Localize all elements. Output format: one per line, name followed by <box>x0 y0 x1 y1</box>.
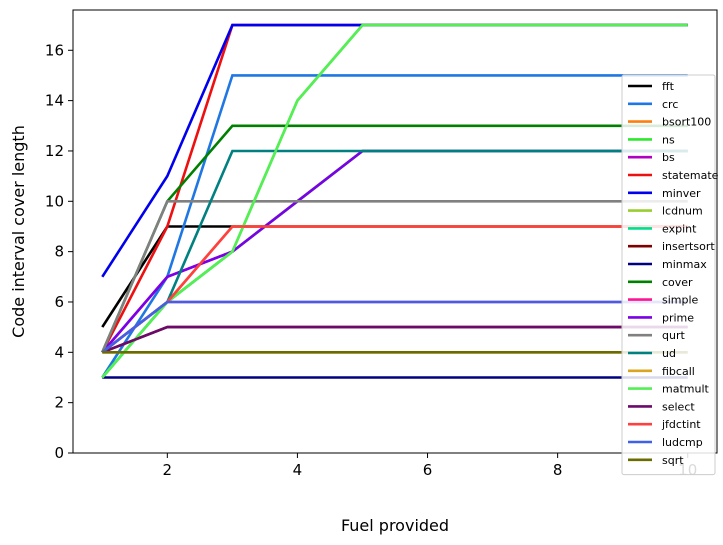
legend-label-jfdctint: jfdctint <box>661 418 701 431</box>
legend-label-bs: bs <box>662 151 675 164</box>
y-tick-label: 6 <box>54 293 64 311</box>
x-tick-label: 8 <box>553 461 563 479</box>
legend-label-fibcall: fibcall <box>662 365 695 378</box>
legend-label-select: select <box>662 400 695 413</box>
y-tick-label: 2 <box>54 394 64 412</box>
legend-label-qurt: qurt <box>662 329 685 342</box>
series-line-qurt <box>101 200 688 353</box>
series-line-crc <box>101 74 688 379</box>
legend-label-statemate: statemate <box>662 169 719 182</box>
y-tick-label: 16 <box>45 41 64 59</box>
series-line-ud <box>101 149 688 354</box>
y-tick-label: 10 <box>45 192 64 210</box>
legend-label-fft: fft <box>662 80 675 93</box>
series-line-bsort100 <box>101 225 688 354</box>
series-line-select <box>101 325 688 354</box>
legend-label-expint: expint <box>662 222 697 235</box>
legend-label-ns: ns <box>662 133 675 146</box>
series-line-matmult <box>101 23 688 379</box>
legend-label-prime: prime <box>662 311 694 324</box>
y-axis: 0 2 4 6 8 10 12 14 16 <box>45 41 73 462</box>
legend-label-minver: minver <box>662 187 701 200</box>
series-line-insertsort <box>101 325 688 354</box>
x-tick-label: 6 <box>423 461 433 479</box>
legend-label-ud: ud <box>662 347 676 360</box>
legend: fft crc bsort100 ns bs statemate minver lcdnum e… <box>621 74 719 476</box>
legend-label-simple: simple <box>662 294 699 307</box>
legend-label-lcdnum: lcdnum <box>662 205 703 218</box>
y-tick-label: 4 <box>54 343 64 361</box>
legend-label-bsort100: bsort100 <box>662 116 711 129</box>
x-tick-label: 2 <box>163 461 173 479</box>
legend-label-cover: cover <box>662 276 693 289</box>
y-axis-label: Code interval cover length <box>9 125 28 338</box>
y-tick-label: 0 <box>54 444 64 462</box>
x-axis-label: Fuel provided <box>341 516 449 535</box>
series-line-jfdctint <box>101 225 688 354</box>
y-tick-label: 14 <box>45 92 64 110</box>
legend-label-insertsort: insertsort <box>662 240 715 253</box>
legend-label-ludcmp: ludcmp <box>662 436 703 449</box>
legend-label-crc: crc <box>662 98 678 111</box>
plot-frame <box>72 9 718 454</box>
x-tick-label: 4 <box>293 461 303 479</box>
y-tick-label: 8 <box>54 243 64 261</box>
legend-label-sqrt: sqrt <box>662 454 684 467</box>
series-line-ludcmp <box>101 300 688 354</box>
plot-lines <box>101 23 688 379</box>
legend-label-matmult: matmult <box>662 383 710 396</box>
series-line-lcdnum <box>101 149 688 379</box>
legend-label-minmax: minmax <box>662 258 707 271</box>
series-line-cover <box>101 124 688 353</box>
series-line-expint <box>101 149 688 379</box>
y-tick-label: 12 <box>45 142 64 160</box>
